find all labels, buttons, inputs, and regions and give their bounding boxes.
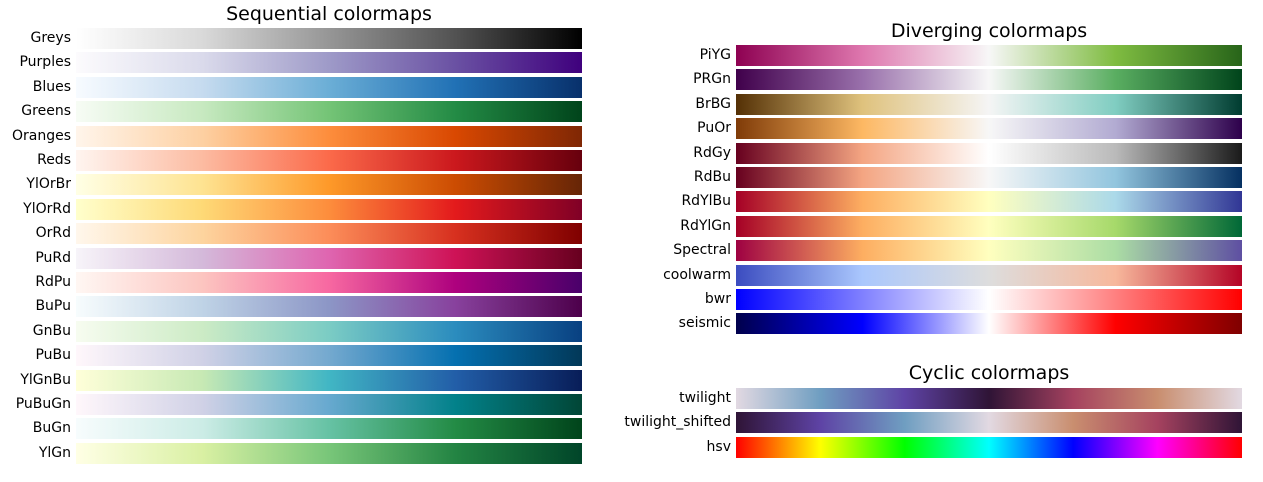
colormap-label: RdYlGn	[680, 217, 731, 234]
colormap-label: BrBG	[695, 95, 731, 112]
colormap-label: Blues	[32, 78, 71, 95]
colormap-label: RdPu	[35, 274, 71, 290]
colormap-bar-orrd	[76, 223, 582, 245]
colormap-bar-rdbu	[736, 167, 1242, 188]
colormap-bar-greys	[76, 28, 582, 49]
colormap-label: PuBuGn	[15, 396, 71, 412]
colormap-bar-rdgy	[736, 142, 1242, 164]
colormap-label: RdGy	[693, 144, 731, 161]
colormap-bar-bwr	[736, 289, 1242, 310]
colormap-bar-purd	[76, 247, 582, 269]
colormap-label: Oranges	[11, 127, 71, 144]
colormap-label: YlGn	[38, 444, 71, 461]
colormap-bar-reds	[76, 150, 582, 171]
colormap-bar-gnbu	[76, 320, 582, 342]
colormap-bar-ylorbr	[76, 174, 582, 196]
colormap-bar-rdpu	[76, 272, 582, 293]
colormap-label: bwr	[704, 291, 731, 307]
colormap-label: Greens	[21, 103, 71, 120]
colormap-bar-coolwarm	[736, 264, 1242, 286]
colormap-bar-greens	[76, 101, 582, 123]
colormap-label: GnBu	[32, 322, 71, 339]
colormap-label: RdYlBu	[681, 193, 731, 210]
colormap-bar-bupu	[76, 296, 582, 318]
colormap-label: PuOr	[697, 120, 731, 137]
colormap-bar-pubu	[76, 345, 582, 367]
colormap-label: YlOrRd	[23, 200, 71, 217]
colormap-label: Reds	[37, 152, 71, 168]
colormap-bar-ylorrd	[76, 198, 582, 220]
colormap-label: PiYG	[699, 47, 731, 63]
colormap-label: coolwarm	[663, 266, 731, 283]
cyclic-title: Cyclic colormaps	[908, 362, 1070, 384]
colormap-bar-puor	[736, 118, 1242, 140]
colormap-bar-piyg	[736, 45, 1242, 66]
colormap-label: PRGn	[693, 71, 731, 88]
colormap-bar-bugn	[76, 418, 582, 440]
colormap-bar-spectral	[736, 240, 1242, 262]
colormap-bar-brbg	[736, 93, 1242, 115]
colormap-label: Spectral	[673, 242, 731, 259]
colormap-label: Purples	[19, 54, 71, 71]
colormap-bar-prgn	[736, 69, 1242, 91]
colormap-label: twilight_shifted	[624, 414, 731, 431]
colormap-bar-twilight_shifted	[736, 412, 1242, 434]
colormap-label: seismic	[678, 315, 731, 332]
colormap-label: twilight	[679, 390, 731, 406]
colormap-label: BuPu	[35, 298, 71, 315]
sequential-title: Sequential colormaps	[226, 3, 432, 25]
colormap-label: PuBu	[35, 347, 71, 364]
colormap-bar-twilight	[736, 388, 1242, 409]
colormap-bar-hsv	[736, 436, 1242, 458]
colormap-bar-oranges	[76, 125, 582, 147]
diverging-title: Diverging colormaps	[890, 20, 1088, 42]
colormap-bar-purples	[76, 52, 582, 74]
colormap-bar-rdylgn	[736, 215, 1242, 237]
colormap-label: Greys	[30, 30, 72, 46]
colormap-label: hsv	[706, 438, 731, 455]
colormap-bar-pubugn	[76, 394, 582, 415]
colormap-bar-seismic	[736, 313, 1242, 335]
colormap-bar-rdylbu	[736, 191, 1242, 213]
colormap-label: PuRd	[35, 249, 71, 266]
colormap-label: YlOrBr	[26, 176, 71, 193]
colormap-bar-ylgnbu	[76, 369, 582, 391]
colormap-label: RdBu	[693, 169, 731, 185]
colormap-bar-blues	[76, 76, 582, 98]
colormap-label: OrRd	[35, 225, 71, 242]
colormap-label: BuGn	[32, 420, 71, 437]
colormap-label: YlGnBu	[20, 371, 71, 388]
colormap-bar-ylgn	[76, 442, 582, 464]
